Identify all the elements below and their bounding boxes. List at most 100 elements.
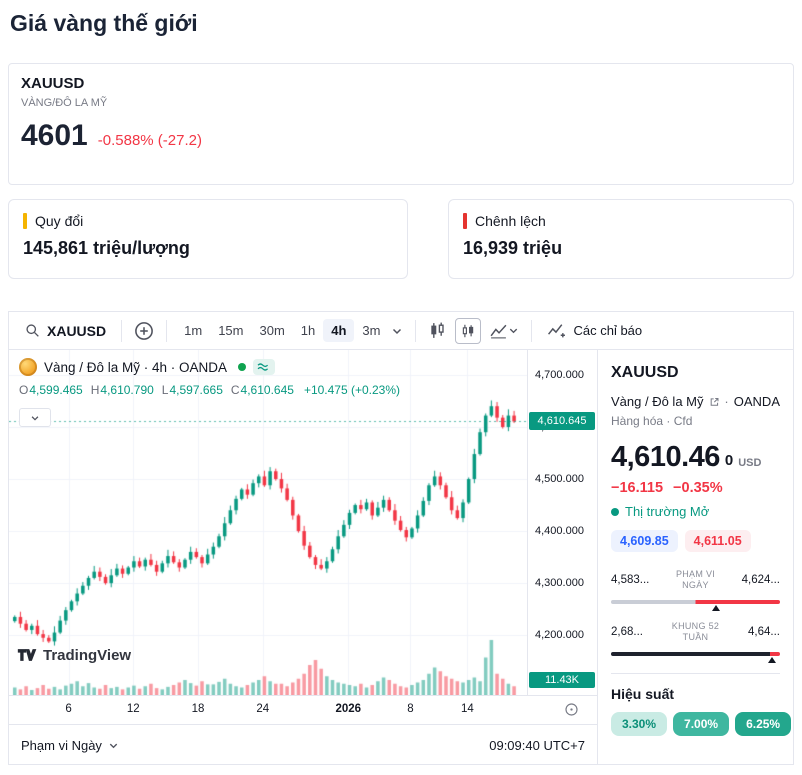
- price-axis[interactable]: 4,610.645 11.43K 4,700.0004,600.0004,500…: [527, 350, 596, 695]
- indicators-label: Các chỉ báo: [573, 323, 643, 338]
- performance-pill-3: 6.25%: [735, 712, 792, 736]
- time-axis-label: 18: [191, 703, 205, 715]
- conversion-value: 145,861 triệu/lượng: [23, 238, 190, 258]
- price-axis-label: 4,200.000: [535, 629, 584, 642]
- tradingview-logo-icon: [17, 649, 37, 661]
- quote-symbol: XAUUSD: [21, 75, 85, 92]
- compare-add-button[interactable]: [131, 318, 157, 344]
- symbol-search-button[interactable]: XAUUSD: [19, 319, 112, 343]
- conversion-accent: [23, 213, 27, 229]
- last-price-badge: 4,610.645: [529, 412, 595, 431]
- external-link-icon[interactable]: [709, 396, 720, 408]
- chart-column: Vàng / Đô la Mỹ · 4h · OANDA O4,599.465 …: [9, 350, 597, 765]
- sidebar-instrument-name: Vàng / Đô la Mỹ: [611, 394, 704, 409]
- tradingview-watermark[interactable]: TradingView: [17, 646, 131, 664]
- day-range-bar: [611, 600, 780, 611]
- time-axis-label: 8: [407, 703, 414, 715]
- sidebar-instrument-type: Hàng hóa · Cfd: [611, 414, 693, 428]
- legend-ohlc-row: O4,599.465 H4,610.790 L4,597.665 C4,610.…: [19, 383, 401, 397]
- time-axis-label: 14: [461, 703, 474, 715]
- market-status-label: Thị trường Mở: [625, 504, 710, 519]
- separator-dot: ·: [724, 394, 729, 409]
- timeframe-menu-button[interactable]: [388, 322, 406, 340]
- timeframe-15m[interactable]: 15m: [210, 319, 251, 342]
- day-range-marker: [711, 605, 720, 611]
- conversion-card: Quy đổi 145,861 triệu/lượng: [8, 199, 408, 279]
- chevron-down-icon: [109, 743, 118, 748]
- timeframe-1h[interactable]: 1h: [293, 319, 323, 342]
- volume-badge: 11.43K: [529, 672, 595, 688]
- range-selector[interactable]: Phạm vi Ngày: [21, 738, 119, 753]
- sidebar-exchange: OANDA: [733, 394, 780, 409]
- symbol-info-panel: XAUUSD Vàng / Đô la Mỹ · OANDA Hàng hóa …: [597, 350, 793, 765]
- indicators-icon: [548, 324, 566, 338]
- quote-price: 4601: [21, 119, 88, 152]
- week-range-marker: [768, 657, 777, 663]
- legend-change: +10.475 (+0.23%): [303, 383, 401, 397]
- chevron-down-icon: [510, 328, 518, 334]
- price-axis-label: 4,300.000: [535, 577, 584, 590]
- spread-accent: [463, 213, 467, 229]
- legend-title[interactable]: Vàng / Đô la Mỹ · 4h · OANDA: [44, 359, 228, 375]
- day-range-label: PHẠM VI NGÀY: [675, 569, 716, 590]
- day-range-row: 4,583... PHẠM VI NGÀY 4,624...: [611, 569, 780, 591]
- performance-title: Hiệu suất: [611, 686, 675, 702]
- week-range-bar: [611, 652, 780, 663]
- time-axis-label: 2026: [335, 703, 362, 715]
- toolbar-separator: [415, 319, 417, 342]
- chart-style-area-button[interactable]: [486, 318, 522, 343]
- candlestick-icon: [431, 322, 445, 338]
- range-selector-label: Phạm vi Ngày: [21, 737, 102, 753]
- axis-settings-icon[interactable]: [564, 702, 579, 722]
- toolbar-separator: [531, 319, 533, 342]
- performance-pill-2: 7.00%: [673, 712, 730, 736]
- chart-legend: Vàng / Đô la Mỹ · 4h · OANDA O4,599.465 …: [19, 358, 400, 397]
- close-value: 4,610.645: [240, 383, 294, 397]
- chart-style-candles-button[interactable]: [425, 318, 450, 343]
- sidebar-name-row: Vàng / Đô la Mỹ · OANDA: [611, 394, 780, 409]
- indicators-button[interactable]: Các chỉ báo: [541, 317, 648, 344]
- candlestick-hollow-icon: [463, 324, 474, 337]
- quote-price-row: 4601 -0.588% (-27.2): [21, 121, 781, 151]
- quote-summary-card: XAUUSD VÀNG/ĐÔ LA MỸ 4601 -0.588% (-27.2…: [8, 63, 794, 185]
- watermark-label: TradingView: [43, 646, 132, 664]
- time-axis-label: 6: [65, 703, 72, 715]
- sidebar-change: −16.115 −0.35%: [611, 480, 780, 496]
- sidebar-price-row: 4,610.46 0 USD: [611, 441, 780, 474]
- performance-row: 3.30% 7.00% 6.25%: [611, 712, 792, 736]
- price-axis-label: 4,500.000: [535, 473, 584, 486]
- timeframe-1m[interactable]: 1m: [176, 319, 210, 342]
- week52-range-label: KHUNG 52 TUẦN: [671, 621, 720, 642]
- chart-plot[interactable]: Vàng / Đô la Mỹ · 4h · OANDA O4,599.465 …: [9, 350, 527, 695]
- chart-body: Vàng / Đô la Mỹ · 4h · OANDA O4,599.465 …: [9, 350, 793, 765]
- chart-bottom-bar: Phạm vi Ngày 09:09:40 UTC+7: [9, 724, 597, 765]
- chevron-down-icon: [393, 328, 402, 334]
- sidebar-price-fraction: 0: [724, 452, 734, 469]
- time-axis-label: 12: [126, 703, 140, 715]
- timeframe-3m[interactable]: 3m: [354, 319, 388, 342]
- page-title: Giá vàng thế giới: [10, 10, 198, 36]
- toolbar-symbol-label: XAUUSD: [47, 322, 107, 339]
- performance-pill-1: 3.30%: [611, 712, 668, 736]
- price-axis-label: 4,700.000: [535, 368, 584, 381]
- plus-circle-icon: [135, 321, 154, 340]
- sidebar-change-pct: −0.35%: [673, 480, 723, 496]
- spread-card: Chênh lệch 16,939 triệu: [448, 199, 794, 279]
- time-axis[interactable]: 6 12 18 24 2026 8 14: [9, 695, 597, 724]
- session-wave-icon[interactable]: [253, 359, 276, 375]
- conversion-title: Quy đổi: [35, 213, 84, 229]
- time-axis-label: 24: [256, 703, 270, 715]
- area-chart-icon: [491, 324, 507, 339]
- price-axis-label: 4,400.000: [535, 525, 584, 538]
- clock[interactable]: 09:09:40 UTC+7: [489, 737, 585, 753]
- timeframe-30m[interactable]: 30m: [251, 319, 292, 342]
- chart-style-selected-button[interactable]: [455, 317, 482, 344]
- legend-collapse-button[interactable]: [19, 408, 51, 427]
- bid-ask-row: 4,609.85 4,611.05: [611, 530, 780, 552]
- bid-price-chip[interactable]: 4,609.85: [611, 530, 678, 552]
- timeframe-4h[interactable]: 4h: [323, 319, 355, 342]
- ask-price-chip[interactable]: 4,611.05: [684, 530, 751, 552]
- sidebar-divider: [611, 673, 780, 674]
- week52-range-row: 2,68... KHUNG 52 TUẦN 4,64...: [611, 621, 780, 643]
- candlestick-canvas[interactable]: [9, 350, 527, 695]
